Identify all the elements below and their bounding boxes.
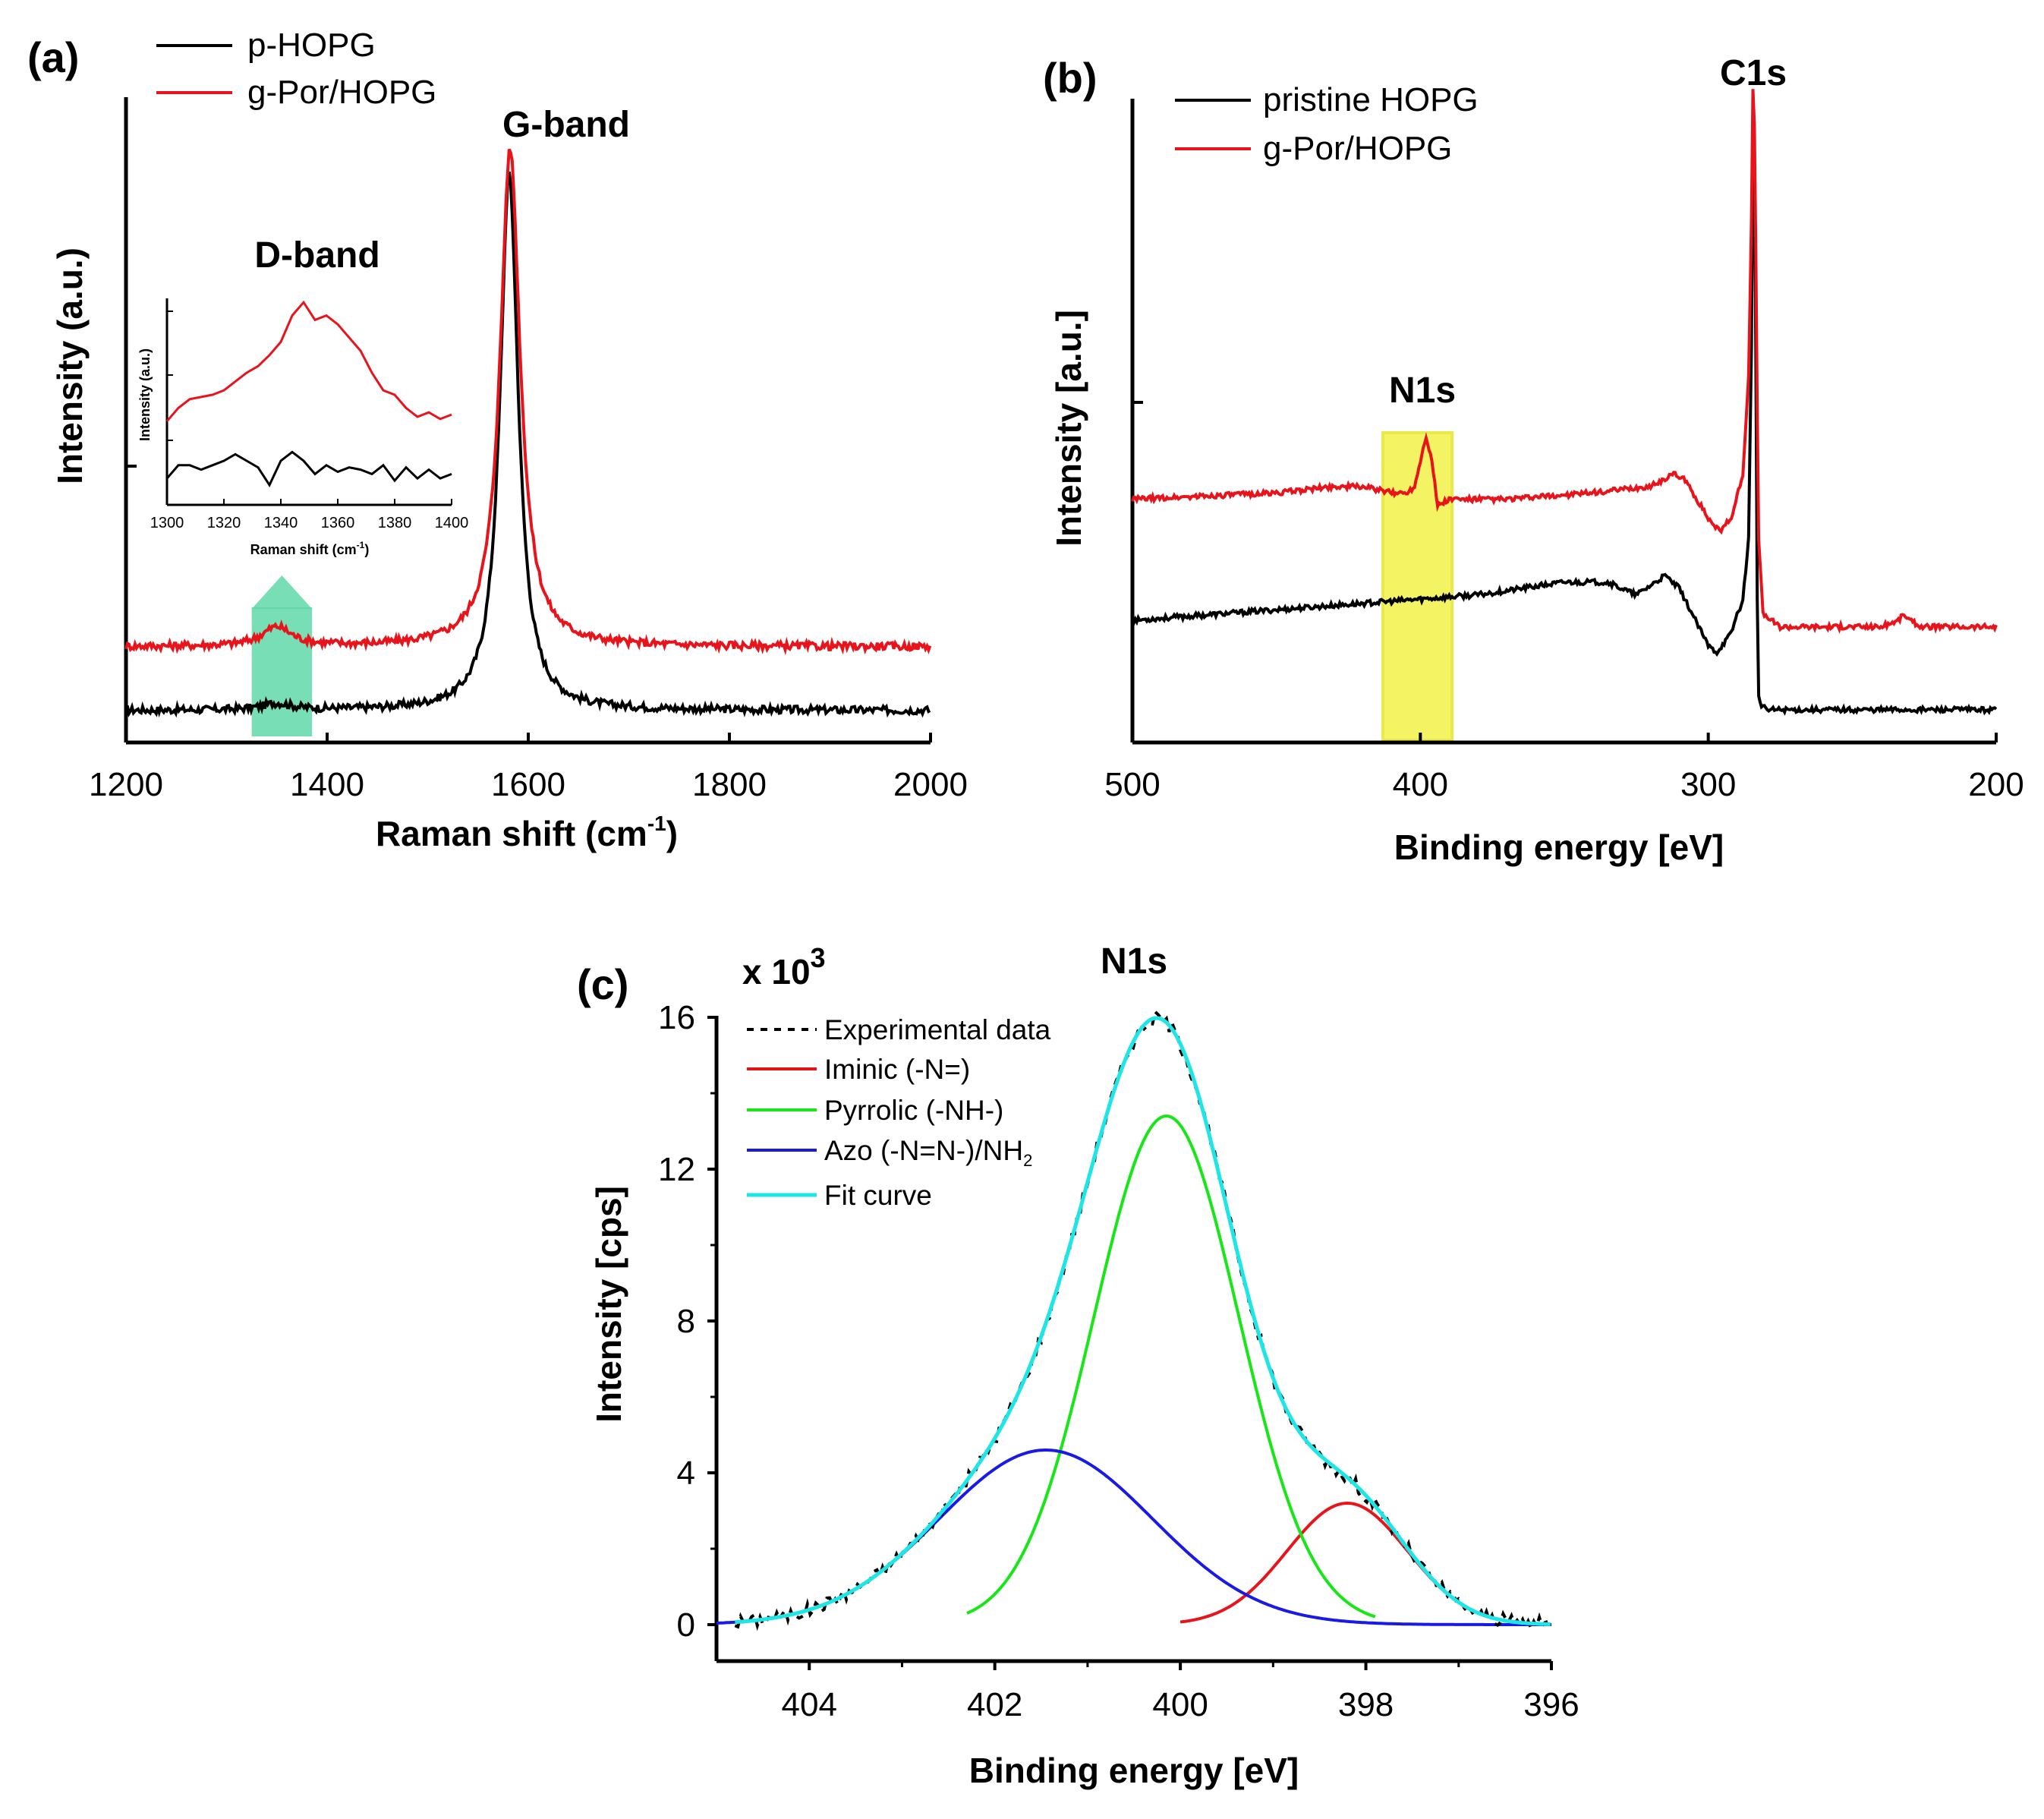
legend-label-azo: Azo (-N=N-)/NH2 (824, 1135, 1032, 1170)
panel-b-label: (b) (1043, 54, 1098, 102)
y-tick-label: 0 (677, 1606, 695, 1644)
panel-c-multiplier: x 103 (742, 942, 826, 991)
legend-label-azo-main: Azo (-N=N-)/NH (824, 1135, 1023, 1166)
y-tick-label: 16 (658, 999, 695, 1036)
component-line-iminic (1179, 1501, 1479, 1624)
legend-label-g-por-hopg: g-Por/HOPG (1263, 130, 1452, 167)
panel-b-legend: pristine HOPG g-Por/HOPG (1175, 81, 1479, 167)
x-tick-label: 1800 (692, 766, 767, 803)
series-line-pristine-hopg (1131, 123, 1998, 716)
annotation-g-band: G-band (502, 105, 630, 145)
panel-a: (a) 1200 1400 1600 1800 2000 Intensity (a.u.… (27, 27, 968, 853)
panel-a-x-ticks: 1200 1400 1600 1800 2000 (89, 733, 968, 803)
panel-c-title: N1s (1101, 941, 1167, 982)
x-tick-label: 396 (1523, 1686, 1579, 1723)
inset-x-tick-label: 1360 (321, 515, 355, 531)
inset-x-tick-label: 1340 (264, 515, 298, 531)
x-tick-label: 500 (1104, 766, 1160, 803)
inset-y-ticks (167, 311, 173, 441)
legend-label-g-por-hopg: g-Por/HOPG (247, 74, 436, 111)
series-line-g-por-hopg (124, 148, 932, 656)
panel-b-ylabel: Intensity [a.u.] (1049, 310, 1088, 547)
x-tick-label: 200 (1968, 766, 2024, 803)
panel-b: (b) 500 400 300 200 Intensity [a.u.] Bindin… (1043, 53, 2024, 867)
inset-series-line-p-hopg (165, 450, 452, 487)
panel-c-x-ticks: 404 402 400 398 396 (782, 1661, 1579, 1723)
inset-x-tick-label: 1380 (378, 515, 412, 531)
inset-x-ticks: 1300 1320 1340 1360 1380 1400 (150, 499, 469, 531)
d-band-highlight-arrow (251, 575, 313, 609)
n1s-highlight (1381, 431, 1454, 742)
panel-c-ylabel: Intensity [cps] (589, 1186, 628, 1423)
panel-b-xlabel: Binding energy [eV] (1394, 828, 1724, 867)
x-tick-label: 400 (1393, 766, 1448, 803)
panel-c-y-ticks: 0 4 8 12 16 (658, 999, 717, 1644)
inset-x-tick-label: 1400 (435, 515, 469, 531)
component-line-pyrrolic (966, 1114, 1376, 1619)
x-tick-label: 1400 (290, 766, 364, 803)
y-tick-label: 12 (658, 1151, 695, 1188)
legend-label-pristine-hopg: pristine HOPG (1263, 81, 1479, 118)
series-line-g-por-hopg (1131, 89, 1998, 634)
inset-x-tick-label: 1300 (150, 515, 184, 531)
panel-c-xlabel: Binding energy [eV] (969, 1751, 1299, 1790)
x-tick-label: 402 (967, 1686, 1022, 1723)
y-tick-label: 4 (677, 1455, 695, 1492)
panel-a-xlabel-end: ) (666, 814, 678, 853)
inset-x-tick-label: 1320 (207, 515, 241, 531)
series-line-p-hopg (125, 171, 931, 718)
legend-label-iminic: Iminic (-N=) (824, 1054, 970, 1085)
panel-a-legend: p-HOPG g-Por/HOPG (156, 27, 436, 111)
panel-a-label: (a) (27, 33, 79, 81)
inset-xlabel-end: ) (364, 542, 369, 557)
legend-label-fit-curve: Fit curve (824, 1180, 932, 1211)
inset-xlabel: Raman shift (cm-1) (250, 540, 370, 557)
legend-label-azo-sub: 2 (1023, 1151, 1032, 1170)
annotation-c1s: C1s (1720, 53, 1787, 93)
annotation-d-band: D-band (254, 235, 380, 276)
x-tick-label: 300 (1680, 766, 1736, 803)
inset-xlabel-sup: -1 (357, 540, 365, 550)
x-tick-label: 398 (1338, 1686, 1394, 1723)
inset-ylabel: Intensity (a.u.) (137, 348, 153, 441)
legend-label-pyrrolic: Pyrrolic (-NH-) (824, 1095, 1003, 1126)
panel-a-inset: 1300 1320 1340 1360 1380 1400 Intensity (a.u.… (137, 298, 468, 557)
fit-curve-line (735, 1016, 1551, 1626)
panel-c-multiplier-exp: 3 (811, 942, 826, 973)
panel-a-xlabel: Raman shift (cm-1) (376, 812, 678, 853)
panel-c: (c) N1s x 103 0 4 8 12 16 404 402 400 398 396 In… (577, 941, 1579, 1790)
y-tick-label: 8 (677, 1303, 695, 1340)
x-tick-label: 2000 (893, 766, 968, 803)
panel-b-x-ticks: 500 400 300 200 (1104, 733, 2024, 803)
x-tick-label: 404 (782, 1686, 837, 1723)
legend-label-experimental-data: Experimental data (824, 1014, 1051, 1045)
panel-a-ylabel: Intensity (a.u.) (50, 247, 90, 484)
annotation-n1s: N1s (1389, 370, 1456, 411)
panel-a-xlabel-sup: -1 (647, 812, 666, 835)
panel-a-xlabel-main: Raman shift (cm (376, 814, 647, 853)
panel-c-legend: Experimental data Iminic (-N=) Pyrrolic … (747, 1014, 1051, 1211)
inset-series-line-g-por-hopg (165, 300, 452, 422)
inset-xlabel-main: Raman shift (cm (250, 542, 357, 557)
panel-c-multiplier-base: x 10 (742, 952, 811, 991)
panel-c-label: (c) (577, 960, 628, 1008)
x-tick-label: 400 (1152, 1686, 1208, 1723)
x-tick-label: 1200 (89, 766, 163, 803)
legend-label-p-hopg: p-HOPG (247, 27, 376, 64)
x-tick-label: 1600 (491, 766, 565, 803)
